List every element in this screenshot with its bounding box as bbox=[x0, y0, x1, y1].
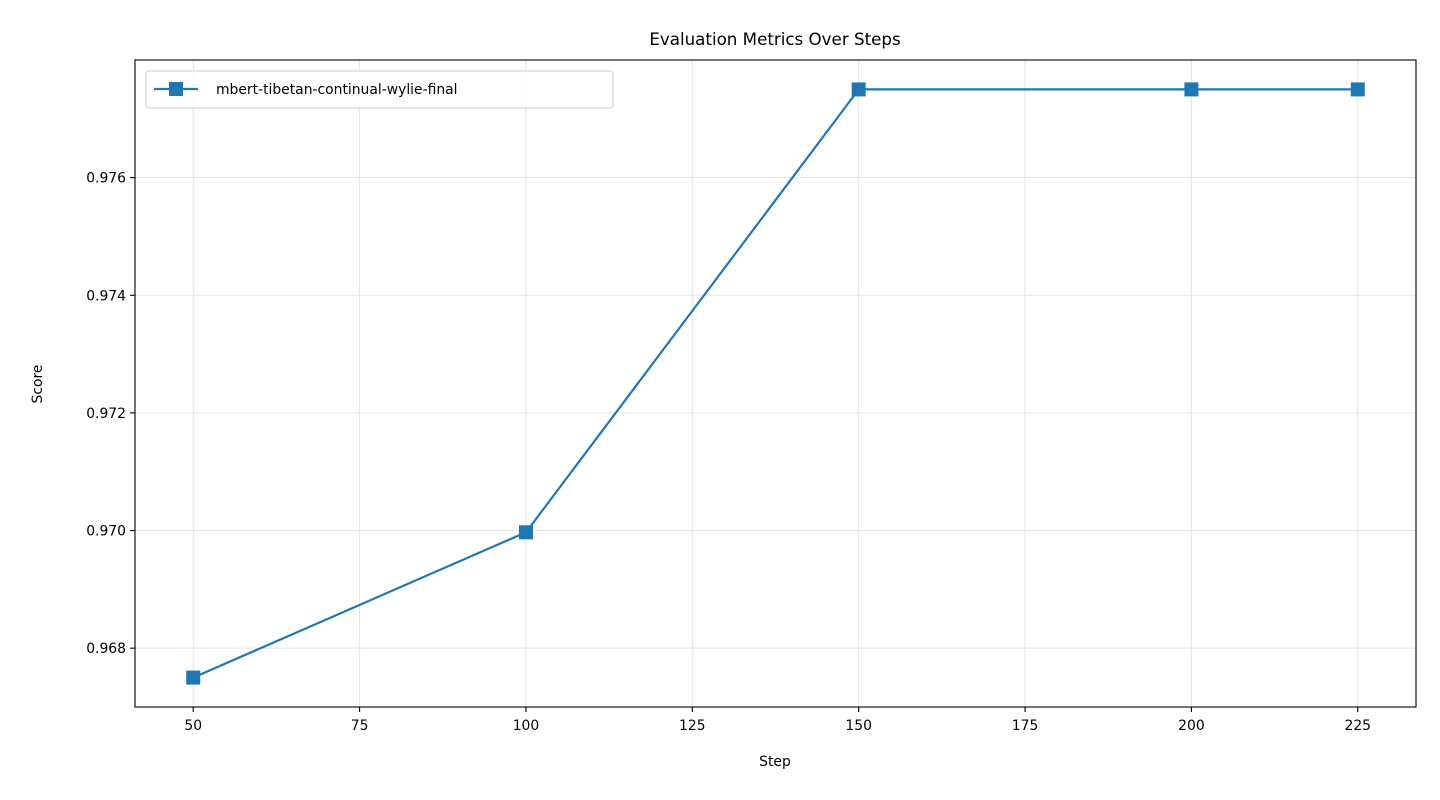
series-layer bbox=[186, 82, 1365, 685]
data-point-marker bbox=[186, 670, 201, 685]
x-tick-label: 125 bbox=[679, 718, 706, 734]
x-tick-label: 225 bbox=[1345, 718, 1372, 734]
y-tick-label: 0.976 bbox=[86, 171, 126, 187]
data-point-marker bbox=[1184, 82, 1199, 97]
y-tick-label: 0.970 bbox=[86, 524, 126, 540]
legend-box bbox=[145, 70, 614, 109]
x-tick-label: 150 bbox=[845, 718, 872, 734]
x-tick-label: 75 bbox=[351, 718, 369, 734]
x-tick-label: 175 bbox=[1012, 718, 1039, 734]
x-tick-label: 50 bbox=[184, 718, 202, 734]
y-tick-label: 0.968 bbox=[86, 641, 126, 657]
data-point-marker bbox=[1350, 82, 1365, 97]
y-tick-label: 0.974 bbox=[86, 288, 126, 304]
legend-marker-square bbox=[169, 82, 183, 96]
x-tick-label: 200 bbox=[1178, 718, 1205, 734]
gridlines bbox=[135, 60, 1416, 707]
y-axis-title: Score bbox=[30, 365, 46, 404]
chart-title: Evaluation Metrics Over Steps bbox=[649, 29, 900, 49]
x-tick-label: 100 bbox=[513, 718, 540, 734]
x-axis: 50 75 100 125 150 175 200 225 bbox=[184, 707, 1371, 734]
y-tick-label: 0.972 bbox=[86, 406, 126, 422]
legend-label: mbert-tibetan-continual-wylie-final bbox=[216, 82, 458, 98]
plot-frame bbox=[134, 59, 1417, 708]
y-axis: 0.968 0.970 0.972 0.974 0.976 bbox=[86, 171, 135, 657]
x-axis-title: Step bbox=[759, 754, 791, 770]
data-point-marker bbox=[851, 82, 866, 97]
data-point-marker bbox=[518, 525, 533, 540]
legend: mbert-tibetan-continual-wylie-final bbox=[145, 70, 614, 109]
